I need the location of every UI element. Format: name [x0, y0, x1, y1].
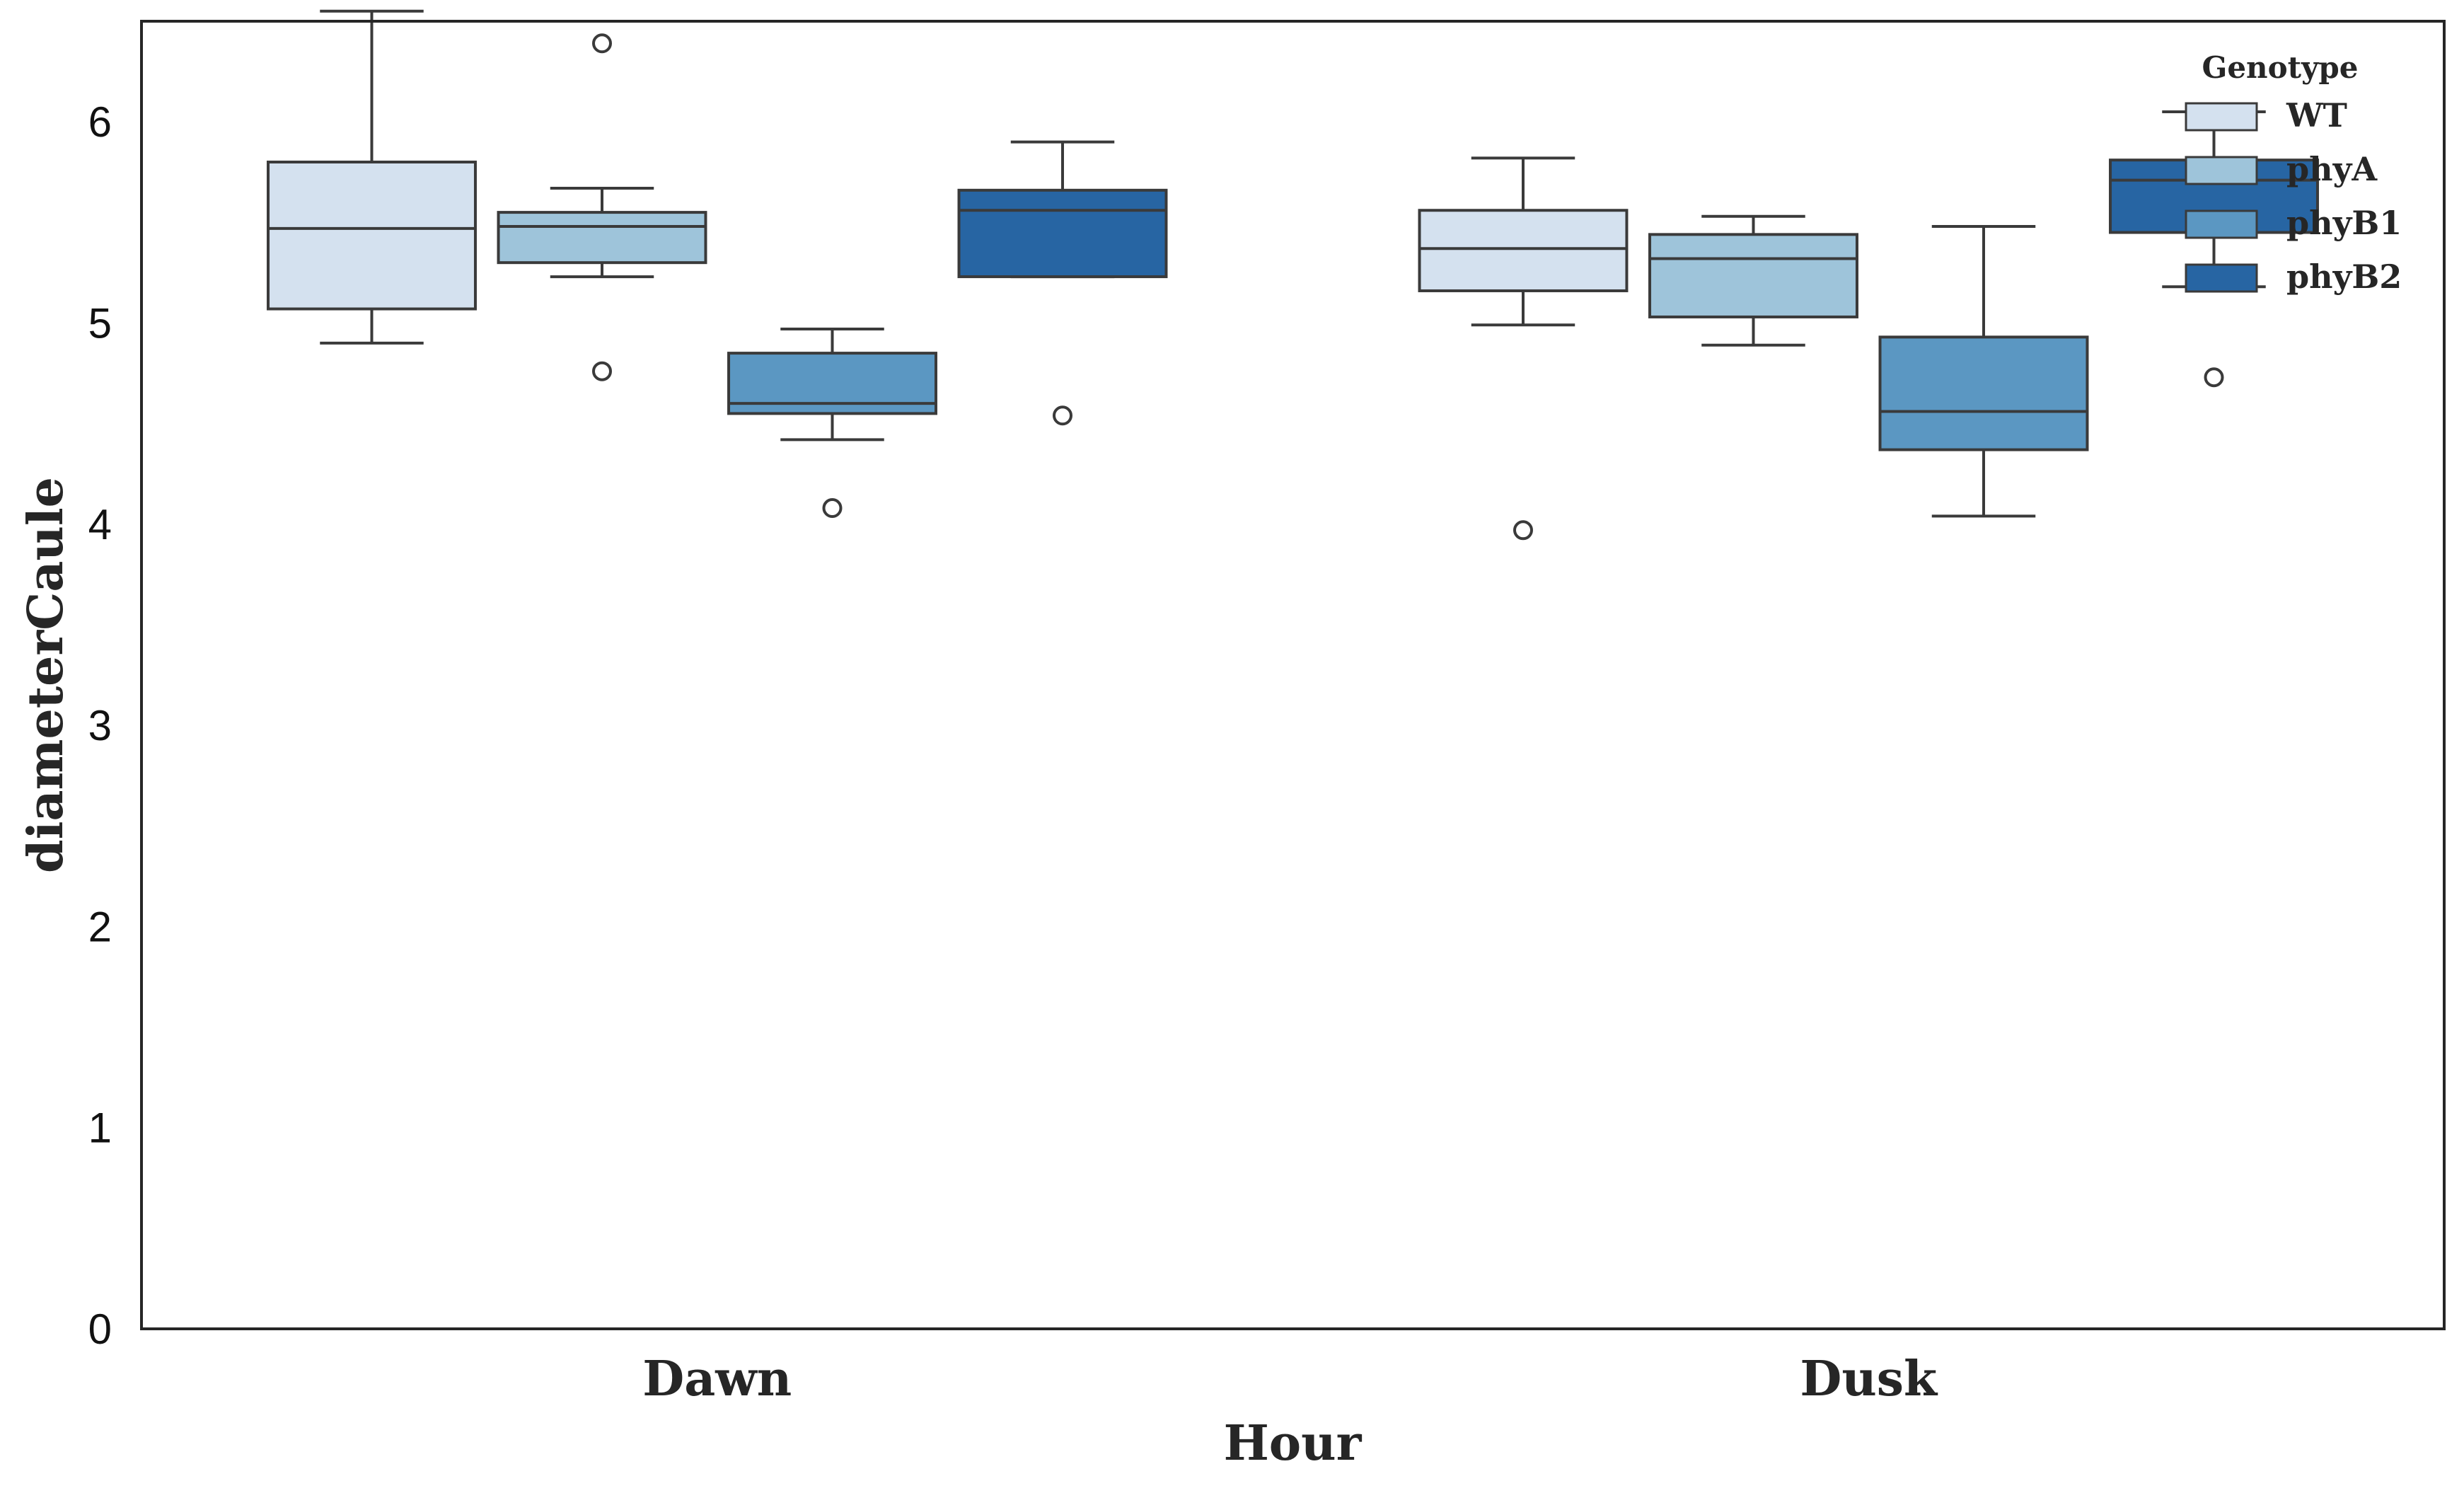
box-group-WT-Dusk: [1418, 156, 1629, 541]
legend-swatch-WT: [2185, 102, 2258, 132]
y-tick-label: 6: [88, 98, 112, 146]
outlier-point: [1053, 405, 1072, 426]
legend-title: Genotype: [2202, 50, 2358, 85]
y-tick-label: 1: [88, 1105, 112, 1152]
box-group-phyB1-Dawn: [727, 327, 937, 519]
legend-swatch-phyA: [2185, 156, 2258, 185]
box-group-phyA-Dawn: [497, 33, 707, 381]
y-tick-label: 4: [88, 501, 112, 548]
box-group-phyA-Dusk: [1648, 214, 1858, 347]
x-tick-label: Dawn: [642, 1351, 792, 1407]
legend-swatch-phyB1: [2185, 209, 2258, 239]
box-body: [497, 211, 707, 265]
y-tick-label: 2: [88, 903, 112, 950]
box-body: [267, 161, 477, 311]
y-axis-ticks: 0 1 2 3 4 5 6: [88, 98, 112, 1353]
legend-label-phyA: phyA: [2286, 150, 2378, 188]
plot-frame: [140, 20, 2446, 1330]
legend-label-phyB2: phyB2: [2286, 258, 2402, 296]
outlier-point: [2204, 367, 2224, 388]
legend-swatch-phyB2: [2185, 263, 2258, 293]
box-body: [1648, 233, 1858, 318]
x-tick-label: Dusk: [1800, 1351, 1938, 1407]
legend-items: WT phyA phyB1 phyB2: [2185, 96, 2402, 296]
y-tick-label: 3: [88, 702, 112, 749]
box-group-phyB2-Dawn: [957, 140, 1168, 426]
y-axis-title: diameterCaule: [18, 477, 74, 873]
legend-label-phyB1: phyB1: [2286, 204, 2402, 242]
legend-label-WT: WT: [2286, 96, 2347, 134]
legend: Genotype WT phyA phyB1 phyB2: [2185, 50, 2402, 296]
box-body: [1418, 209, 1629, 292]
outlier-point: [822, 498, 843, 519]
box-group-phyB1-Dusk: [1878, 224, 2089, 518]
y-tick-label: 0: [88, 1305, 112, 1353]
marks-layer: [267, 9, 2319, 541]
box-body: [957, 188, 1168, 279]
x-axis-title: Hour: [1224, 1415, 1363, 1472]
outlier-point: [592, 33, 612, 54]
x-axis-ticks: Dawn Dusk: [642, 1351, 1938, 1407]
outlier-point: [592, 361, 612, 381]
box-group-WT-Dawn: [267, 9, 477, 345]
y-tick-label: 5: [88, 299, 112, 347]
outlier-point: [1513, 520, 1533, 541]
box-body: [1878, 335, 2089, 451]
